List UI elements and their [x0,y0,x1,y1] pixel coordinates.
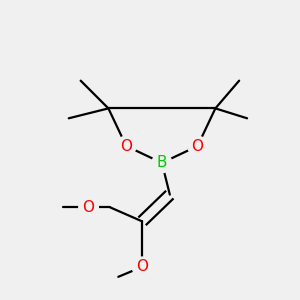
Text: B: B [157,155,167,170]
Text: O: O [82,200,94,215]
Circle shape [188,136,207,156]
Text: O: O [192,139,204,154]
Circle shape [79,198,98,217]
Text: O: O [120,139,132,154]
Text: O: O [136,260,148,274]
Circle shape [132,257,152,277]
Circle shape [116,136,136,156]
Circle shape [152,153,172,173]
